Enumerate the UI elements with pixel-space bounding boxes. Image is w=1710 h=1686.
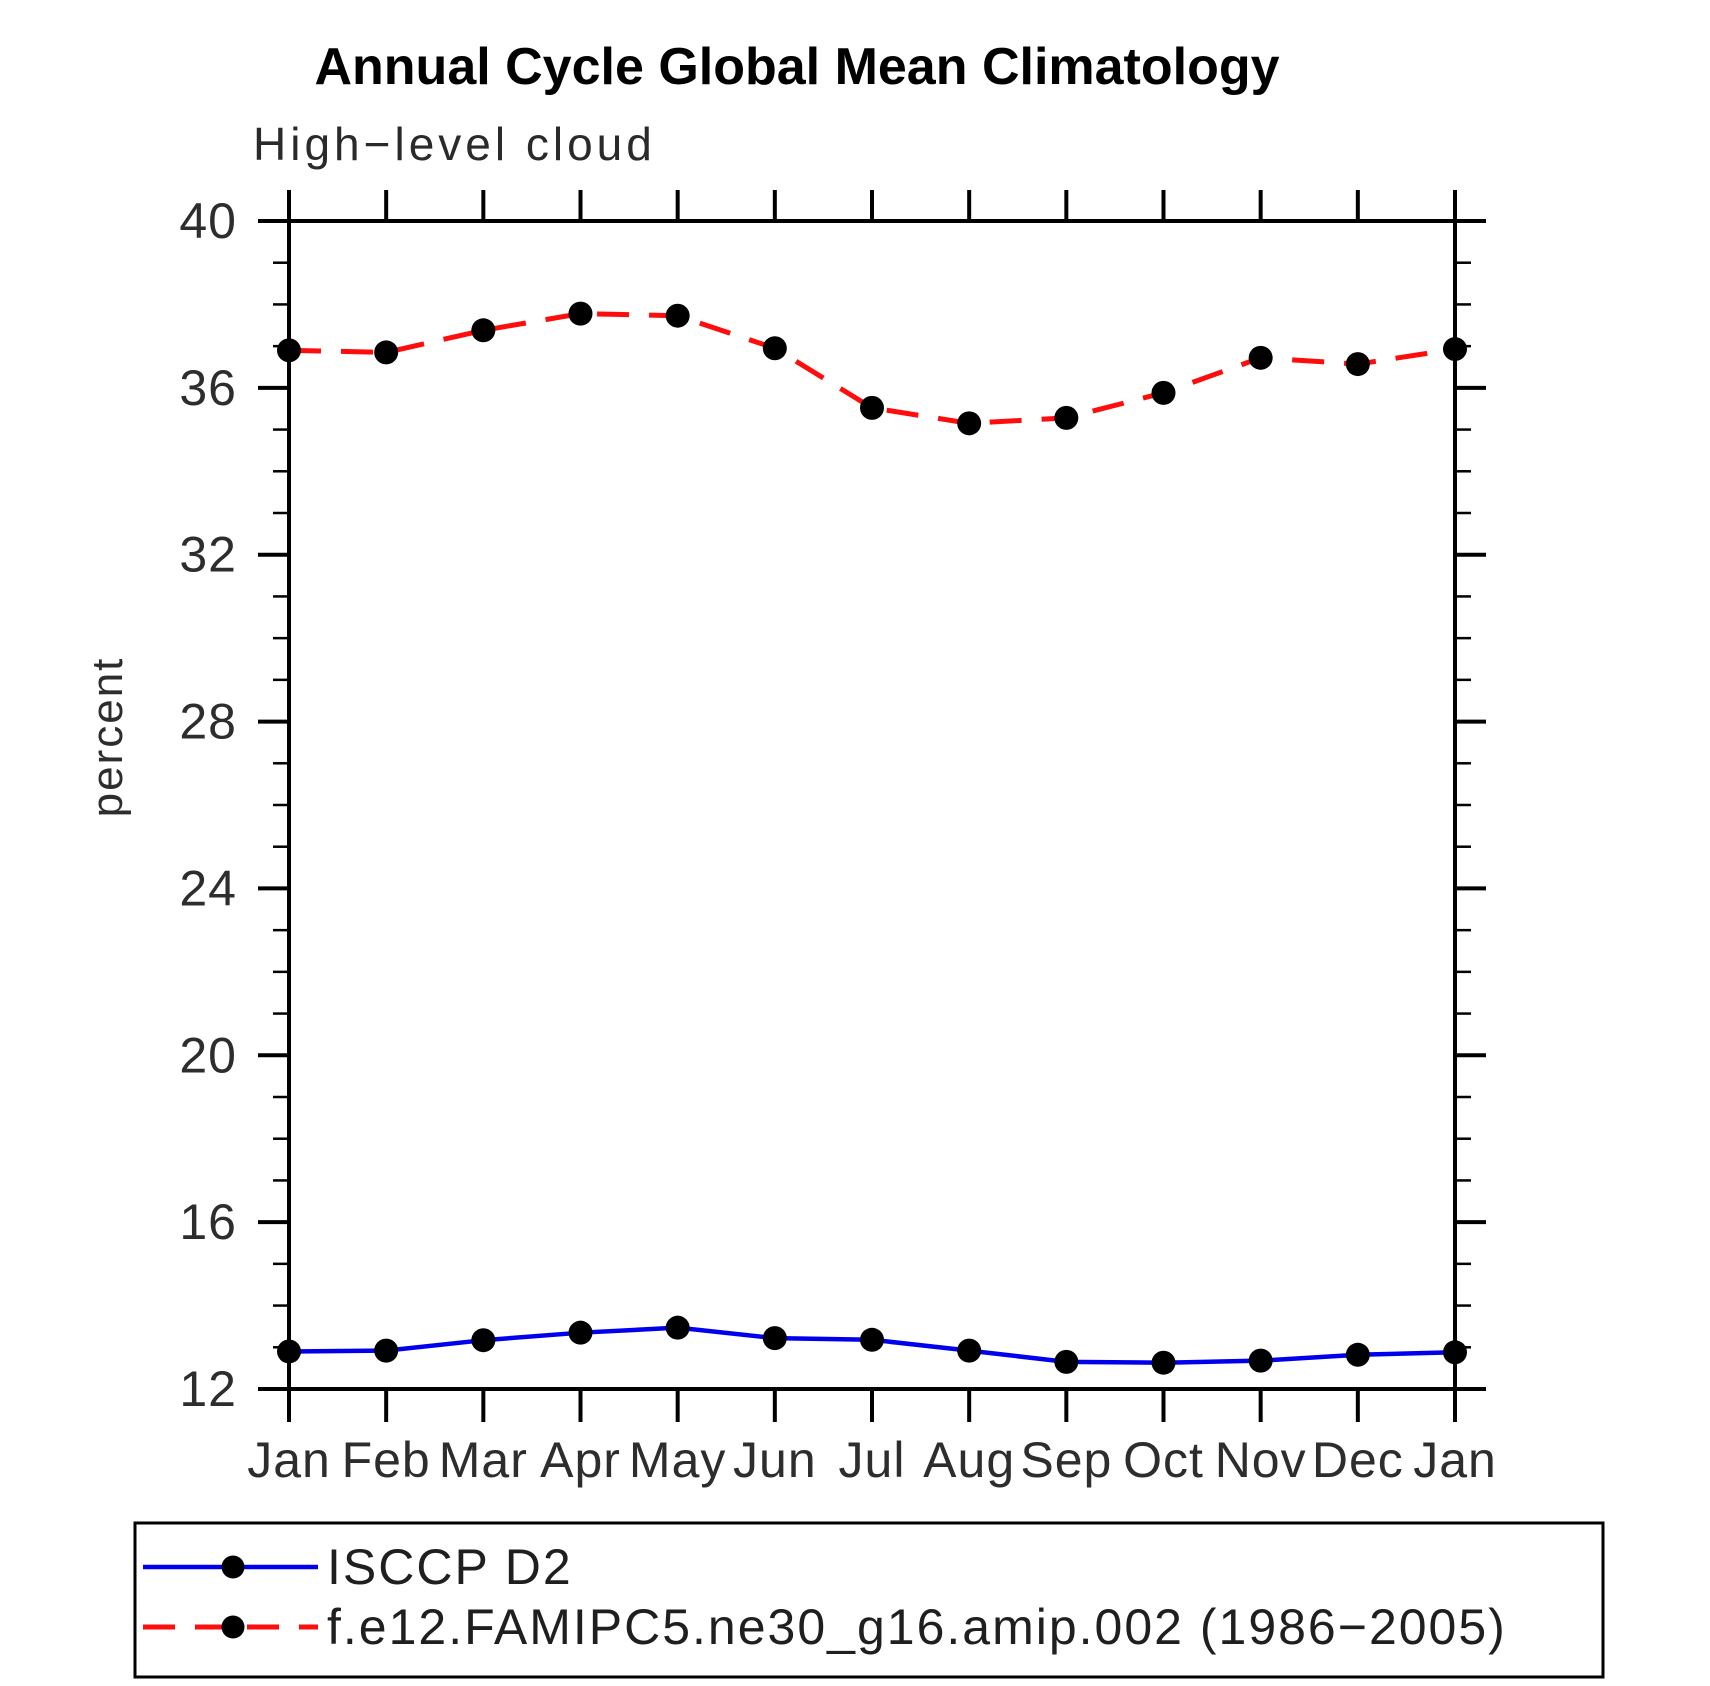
x-tick-label: Apr [540, 1432, 621, 1488]
data-point [471, 1328, 496, 1353]
data-point [1248, 1348, 1273, 1373]
data-point [762, 1326, 787, 1351]
data-point [1151, 380, 1176, 405]
data-point [762, 336, 787, 361]
x-tick-label: Aug [923, 1432, 1015, 1488]
data-point [277, 338, 301, 363]
y-tick-label: 16 [179, 1194, 237, 1250]
data-point [374, 1338, 399, 1363]
x-tick-label: Jan [1413, 1432, 1497, 1488]
data-point [957, 411, 982, 436]
data-point [1345, 1342, 1370, 1367]
data-point [1151, 1350, 1176, 1375]
data-point [277, 1339, 301, 1364]
legend-marker-dot [221, 1615, 245, 1639]
x-tick-label: Jul [839, 1432, 906, 1488]
data-point [568, 1320, 593, 1345]
data-point [1054, 405, 1079, 430]
data-point [860, 1327, 884, 1352]
data-point [1443, 1340, 1467, 1365]
data-point [1248, 345, 1273, 370]
data-point [374, 340, 399, 365]
y-tick-label: 12 [179, 1361, 237, 1417]
y-tick-label: 36 [179, 360, 237, 416]
legend-item-isccp: ISCCP D2 [143, 1539, 573, 1595]
x-tick-label: Nov [1215, 1432, 1307, 1488]
data-point [1054, 1349, 1079, 1374]
x-tick-label: Sep [1020, 1432, 1112, 1488]
legend-border [133, 1521, 1605, 1679]
y-tick-label: 20 [179, 1027, 237, 1083]
legend-marker-dot [221, 1555, 245, 1579]
y-tick-label: 24 [179, 860, 237, 916]
data-point [665, 1315, 690, 1340]
data-point [860, 395, 884, 420]
data-point [471, 318, 496, 343]
chart-title: Annual Cycle Global Mean Climatology [314, 38, 1279, 96]
y-tick-label: 32 [179, 527, 237, 583]
y-tick-label: 28 [179, 694, 237, 750]
legend-label-isccp: ISCCP D2 [327, 1539, 573, 1595]
y-axis-label: percent [83, 657, 132, 818]
y-tick-label: 40 [179, 193, 237, 249]
data-point [957, 1338, 982, 1363]
legend-label-model: f.e12.FAMIPC5.ne30_g16.amip.002 (1986−20… [327, 1599, 1507, 1655]
x-tick-label: Dec [1312, 1432, 1404, 1488]
x-tick-label: Jun [733, 1432, 817, 1488]
legend-item-model: f.e12.FAMIPC5.ne30_g16.amip.002 (1986−20… [143, 1599, 1507, 1655]
x-tick-label: Oct [1123, 1432, 1204, 1488]
x-tick-label: Jan [247, 1432, 331, 1488]
data-point [1443, 337, 1467, 362]
x-tick-label: Feb [342, 1432, 431, 1488]
chart-subtitle: High−level cloud [253, 118, 656, 170]
legend: ISCCP D2 f.e12.FAMIPC5.ne30_g16.amip.002… [133, 1521, 1605, 1679]
x-tick-label: May [629, 1432, 726, 1488]
data-series [277, 301, 1467, 1375]
x-tick-label: Mar [439, 1432, 528, 1488]
data-point [665, 303, 690, 328]
data-point [568, 301, 593, 326]
data-point [1345, 352, 1370, 377]
